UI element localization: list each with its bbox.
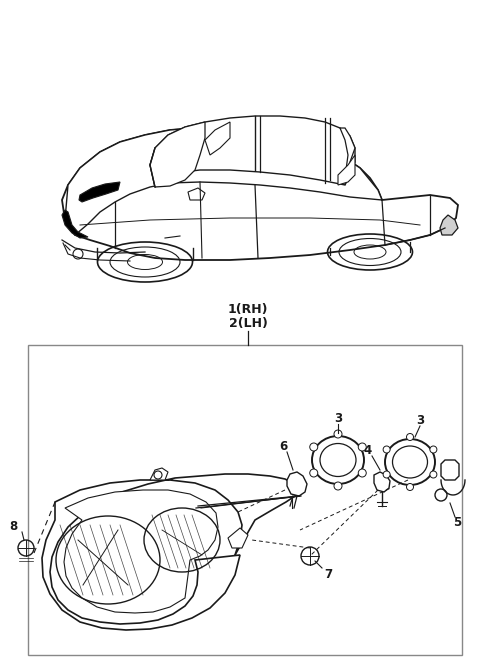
- Polygon shape: [228, 528, 248, 548]
- Circle shape: [310, 443, 318, 451]
- Circle shape: [383, 471, 390, 478]
- Text: 3: 3: [416, 414, 424, 426]
- Polygon shape: [42, 474, 298, 630]
- Polygon shape: [188, 188, 205, 200]
- Circle shape: [407, 434, 413, 440]
- Circle shape: [358, 443, 366, 451]
- Text: 3: 3: [334, 412, 342, 424]
- Polygon shape: [62, 210, 88, 238]
- Text: 2(LH): 2(LH): [228, 317, 267, 331]
- Polygon shape: [62, 128, 458, 260]
- Polygon shape: [205, 122, 230, 155]
- Polygon shape: [287, 472, 307, 496]
- Circle shape: [430, 446, 437, 453]
- Polygon shape: [338, 155, 355, 185]
- Polygon shape: [374, 472, 390, 492]
- Circle shape: [430, 471, 437, 478]
- Circle shape: [383, 446, 390, 453]
- Polygon shape: [150, 116, 355, 187]
- Polygon shape: [440, 215, 458, 235]
- Circle shape: [407, 483, 413, 491]
- Text: 1(RH): 1(RH): [228, 303, 268, 317]
- Polygon shape: [79, 182, 120, 202]
- Polygon shape: [340, 128, 355, 185]
- Text: 5: 5: [453, 517, 461, 529]
- Bar: [28, 345, 462, 655]
- Circle shape: [358, 469, 366, 477]
- Circle shape: [334, 430, 342, 438]
- Text: 7: 7: [324, 568, 332, 580]
- Text: 4: 4: [364, 444, 372, 457]
- Polygon shape: [65, 128, 382, 235]
- Polygon shape: [150, 122, 205, 187]
- Circle shape: [334, 482, 342, 490]
- Polygon shape: [64, 490, 218, 613]
- Text: 6: 6: [279, 440, 287, 452]
- Polygon shape: [150, 468, 168, 480]
- Polygon shape: [441, 460, 459, 480]
- Circle shape: [310, 469, 318, 477]
- Text: 8: 8: [9, 519, 17, 533]
